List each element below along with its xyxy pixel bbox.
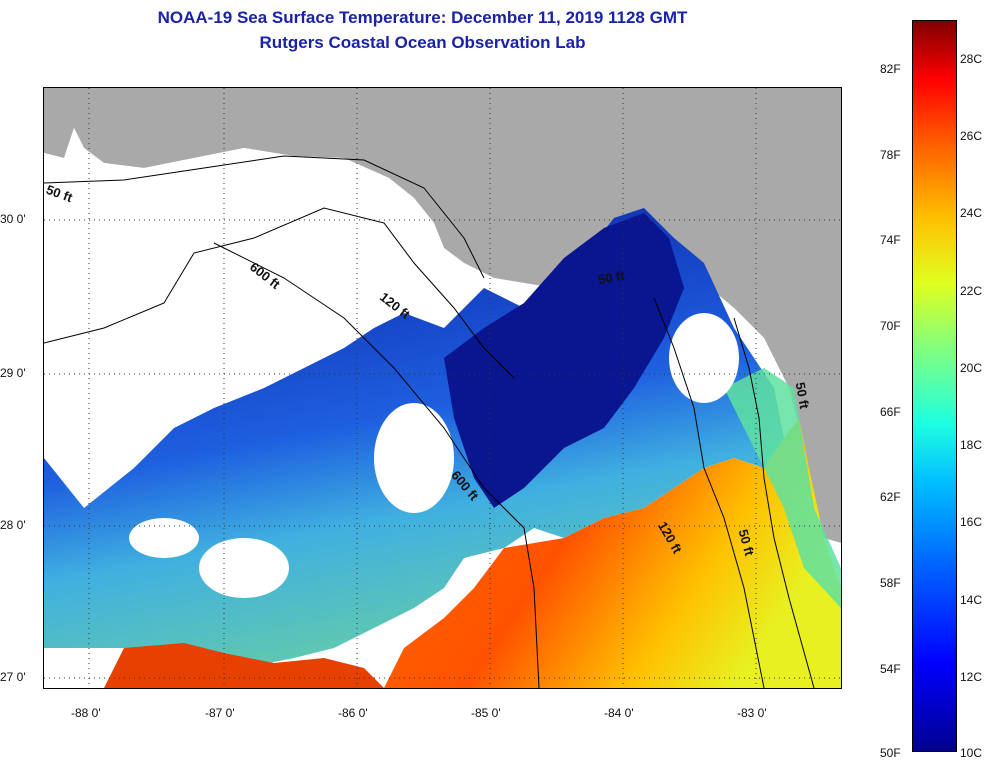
temperature-colorbar xyxy=(912,20,957,752)
colorbar-f-label: 54F xyxy=(880,662,901,676)
lon-label: -85 0' xyxy=(471,706,501,720)
sst-green-band xyxy=(724,368,841,608)
lat-label: 30 0' xyxy=(0,212,26,226)
land-panhandle xyxy=(44,88,841,543)
colorbar-c-label: 16C xyxy=(960,515,983,529)
sst-deep-cold xyxy=(444,213,684,508)
sst-hot-patch xyxy=(104,643,384,688)
colorbar-c-label: 20C xyxy=(960,361,983,375)
colorbar-f-label: 62F xyxy=(880,490,901,504)
colorbar-c-label: 10C xyxy=(960,746,983,760)
bathymetry-contours xyxy=(44,155,815,688)
lon-label: -88 0' xyxy=(71,706,101,720)
colorbar-c-label: 14C xyxy=(960,593,983,607)
colorbar-f-label: 82F xyxy=(880,62,901,76)
cloud-blob xyxy=(374,403,454,513)
colorbar-c-label: 24C xyxy=(960,206,983,220)
colorbar-c-label: 18C xyxy=(960,438,983,452)
colorbar-f-label: 74F xyxy=(880,233,901,247)
colorbar-c-label: 28C xyxy=(960,52,983,66)
sst-map xyxy=(43,87,842,689)
lat-label: 29 0' xyxy=(0,366,26,380)
cloud-blob xyxy=(199,538,289,598)
map-subtitle: Rutgers Coastal Ocean Observation Lab xyxy=(259,33,586,52)
colorbar-f-label: 66F xyxy=(880,405,901,419)
colorbar-c-label: 22C xyxy=(960,284,983,298)
lat-label: 28 0' xyxy=(0,518,26,532)
map-title: NOAA-19 Sea Surface Temperature: Decembe… xyxy=(157,8,688,27)
colorbar-f-label: 70F xyxy=(880,319,901,333)
cloud-blob xyxy=(129,518,199,558)
colorbar-f-label: 78F xyxy=(880,148,901,162)
sst-map-canvas xyxy=(44,88,841,688)
cloud-blob xyxy=(669,313,739,403)
lon-label: -84 0' xyxy=(604,706,634,720)
graticule xyxy=(44,88,841,688)
lon-label: -86 0' xyxy=(338,706,368,720)
sst-warm-region xyxy=(384,418,841,688)
lon-label: -87 0' xyxy=(205,706,235,720)
colorbar-f-label: 50F xyxy=(880,746,901,760)
lon-label: -83 0' xyxy=(737,706,767,720)
lat-label: 27 0' xyxy=(0,670,26,684)
colorbar-c-label: 26C xyxy=(960,129,983,143)
colorbar-c-label: 12C xyxy=(960,670,983,684)
colorbar-f-label: 58F xyxy=(880,576,901,590)
